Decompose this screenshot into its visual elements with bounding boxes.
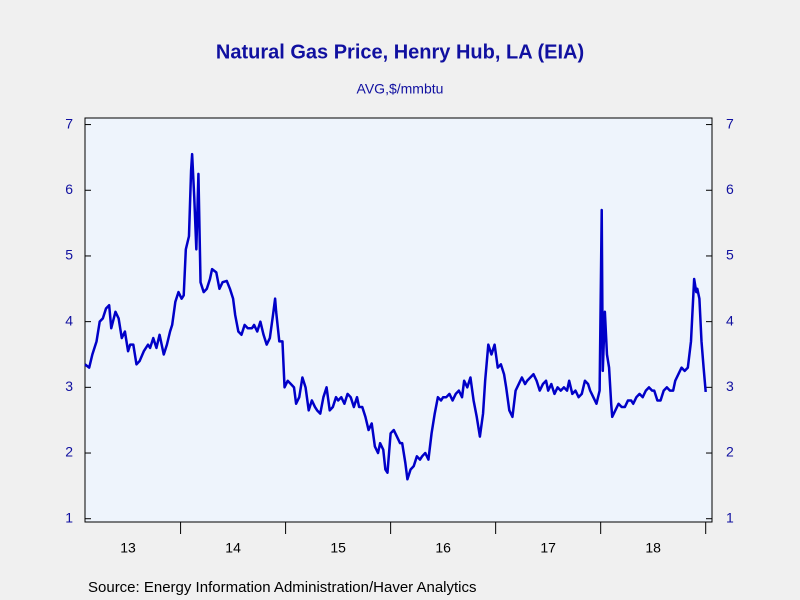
y2-tick-label: 4 — [726, 312, 734, 328]
chart-subtitle: AVG,$/mmbtu — [357, 81, 444, 97]
y-tick-label: 4 — [65, 312, 73, 328]
chart-title: Natural Gas Price, Henry Hub, LA (EIA) — [216, 41, 584, 63]
x-tick-label: 13 — [120, 540, 136, 556]
y-tick-label: 2 — [65, 444, 73, 460]
y2-tick-label: 3 — [726, 378, 734, 394]
y2-tick-label: 2 — [726, 444, 734, 460]
x-tick-label: 18 — [645, 540, 661, 556]
source-note: Source: Energy Information Administratio… — [88, 579, 477, 596]
x-tick-label: 14 — [225, 540, 241, 556]
y-tick-label: 7 — [65, 115, 73, 131]
x-tick-label: 16 — [435, 540, 451, 556]
x-tick-label: 17 — [540, 540, 556, 556]
x-tick-label: 15 — [330, 540, 346, 556]
y-tick-label: 6 — [65, 181, 73, 197]
y-tick-label: 1 — [65, 509, 73, 525]
price-line — [84, 152, 707, 481]
y2-tick-label: 6 — [726, 181, 734, 197]
y2-tick-label: 1 — [726, 509, 734, 525]
y-tick-label: 5 — [65, 247, 73, 263]
y2-tick-label: 5 — [726, 247, 734, 263]
y-tick-label: 3 — [65, 378, 73, 394]
y2-tick-label: 7 — [726, 115, 734, 131]
plot-area — [84, 117, 713, 523]
